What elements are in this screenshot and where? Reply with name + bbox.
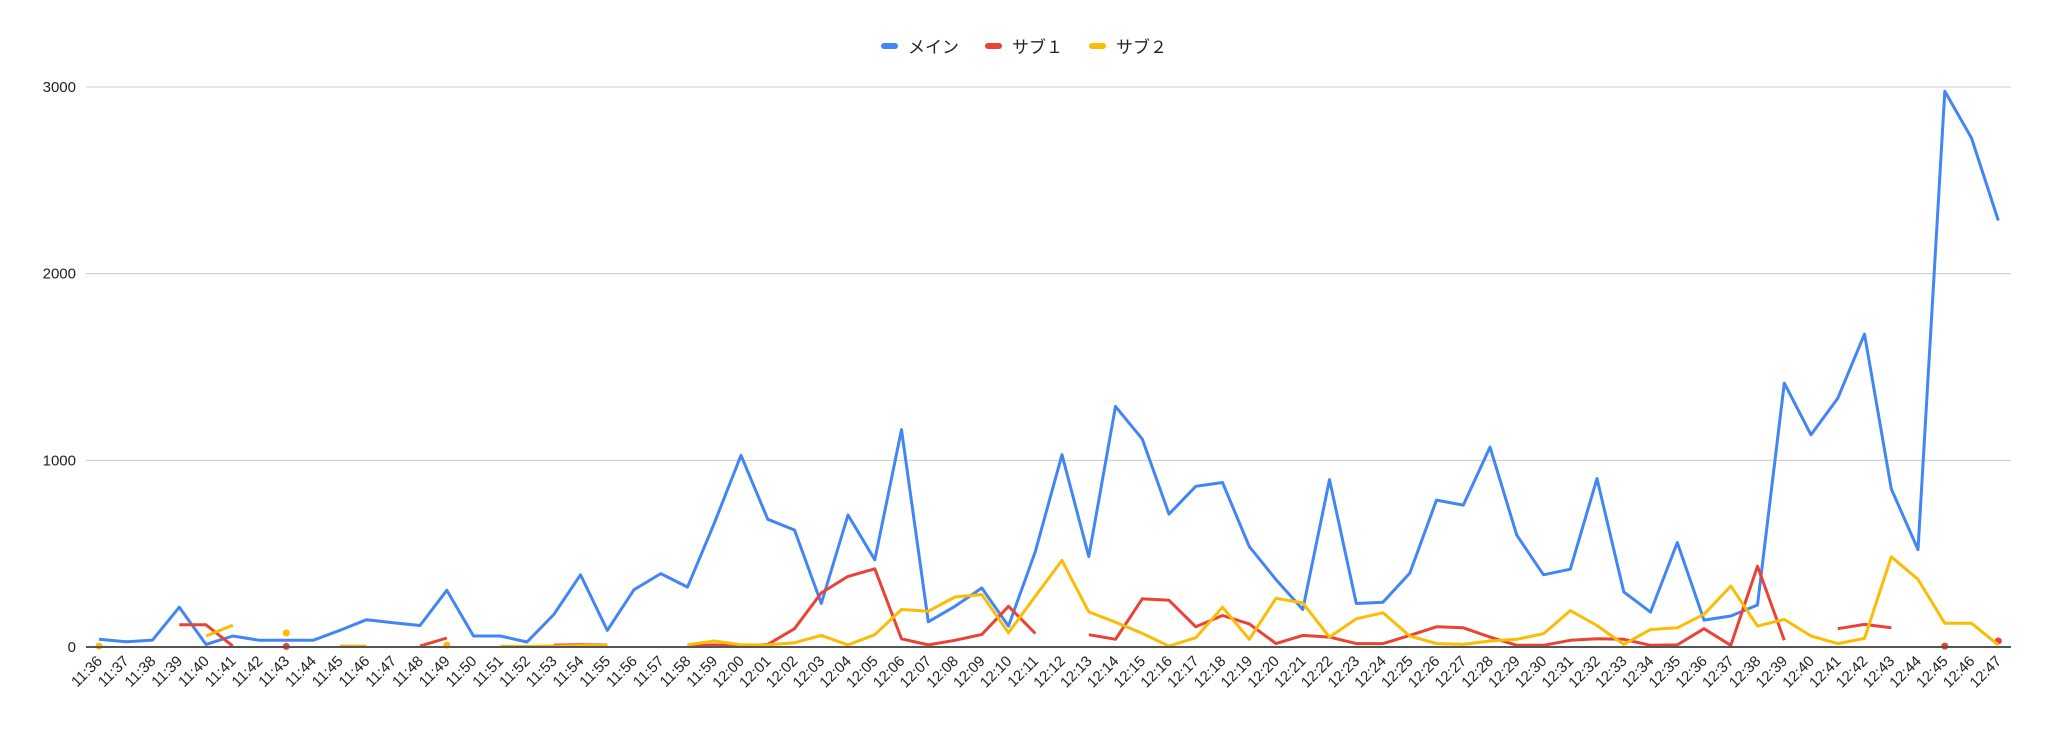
chart-legend: メイン サブ１ サブ２ bbox=[0, 33, 2048, 58]
y-tick-label: 3000 bbox=[43, 79, 76, 96]
series-1 bbox=[179, 564, 2002, 650]
series-line[interactable] bbox=[1088, 564, 1786, 647]
series-line[interactable] bbox=[687, 555, 2000, 648]
legend-label-sub2: サブ２ bbox=[1116, 38, 1167, 57]
legend-label-main: メイン bbox=[908, 38, 959, 57]
legend-label-sub1: サブ１ bbox=[1012, 38, 1063, 57]
series-line[interactable] bbox=[179, 623, 234, 648]
x-tick-label: 12:47 bbox=[1967, 653, 2006, 692]
legend-swatch-main bbox=[881, 42, 898, 49]
series-line[interactable] bbox=[1837, 622, 1892, 631]
y-tick-label: 2000 bbox=[43, 266, 76, 283]
series-line[interactable] bbox=[205, 623, 234, 638]
y-tick-label: 1000 bbox=[43, 452, 76, 469]
legend-swatch-sub2 bbox=[1089, 42, 1106, 49]
series-line[interactable] bbox=[98, 89, 2000, 646]
legend-item-main[interactable]: メイン bbox=[881, 33, 959, 58]
series-0 bbox=[98, 89, 2000, 646]
x-axis-ticks: 11:3611:3711:3811:3911:4011:4111:4211:43… bbox=[68, 653, 2005, 692]
legend-item-sub1[interactable]: サブ１ bbox=[985, 33, 1063, 58]
legend-swatch-sub1 bbox=[985, 42, 1002, 49]
y-tick-label: 0 bbox=[68, 639, 76, 656]
series-line[interactable] bbox=[419, 636, 448, 648]
series-line[interactable] bbox=[687, 567, 1037, 648]
gridlines bbox=[86, 86, 2011, 461]
series-lines bbox=[95, 89, 2002, 650]
legend-item-sub2[interactable]: サブ２ bbox=[1089, 33, 1167, 58]
data-point[interactable] bbox=[282, 629, 290, 637]
y-axis-ticks: 0 1000 2000 3000 bbox=[43, 79, 76, 656]
